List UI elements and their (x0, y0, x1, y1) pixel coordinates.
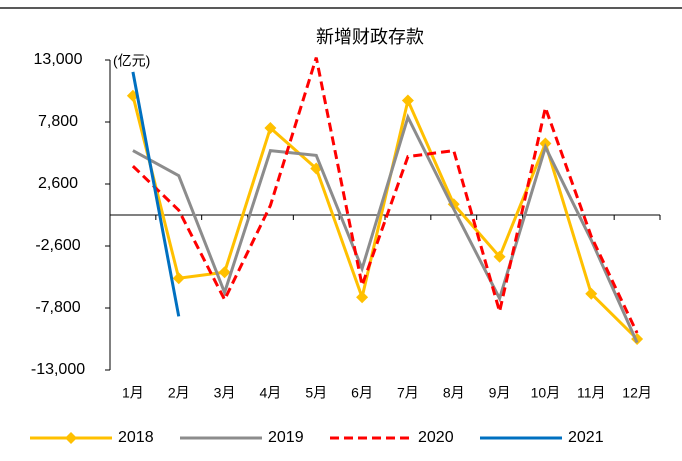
x-tick-label: 7月 (397, 385, 419, 401)
y-tick-label: -2,600 (35, 237, 80, 254)
series-line (131, 57, 639, 334)
point-marker (401, 94, 414, 107)
point-marker (218, 266, 231, 279)
point-marker (172, 272, 185, 285)
y-tick-label: -13,000 (31, 361, 85, 378)
y-tick-label: 13,000 (34, 51, 83, 68)
chart-title: 新增财政存款 (316, 27, 424, 47)
x-tick-label: 11月 (577, 385, 606, 401)
y-tick-label: 7,800 (38, 113, 78, 130)
y-unit: (亿元) (113, 53, 150, 69)
x-tick-label: 1月 (122, 385, 144, 401)
point-marker (585, 287, 598, 300)
legend-label: 2020 (418, 429, 454, 446)
point-marker (493, 250, 506, 263)
point-marker (356, 291, 369, 304)
x-tick-label: 9月 (489, 385, 511, 401)
x-tick-label: 5月 (305, 385, 327, 401)
legend-label: 2019 (268, 429, 304, 446)
x-tick-label: 4月 (260, 385, 282, 401)
legend-label: 2018 (118, 429, 154, 446)
series-line (132, 113, 639, 344)
point-marker (264, 121, 277, 134)
legend-marker (65, 432, 77, 444)
x-tick-label: 2月 (168, 385, 190, 401)
point-marker (539, 137, 552, 150)
x-tick-label: 10月 (531, 385, 561, 401)
x-tick-label: 12月 (622, 385, 652, 401)
x-tick-label: 8月 (443, 385, 465, 401)
y-tick-label: -7,800 (35, 299, 80, 316)
y-tick-label: 2,600 (38, 175, 78, 192)
legend-label: 2021 (568, 429, 604, 446)
series-line (131, 71, 181, 317)
x-tick-label: 6月 (351, 385, 373, 401)
x-tick-label: 3月 (214, 385, 236, 401)
